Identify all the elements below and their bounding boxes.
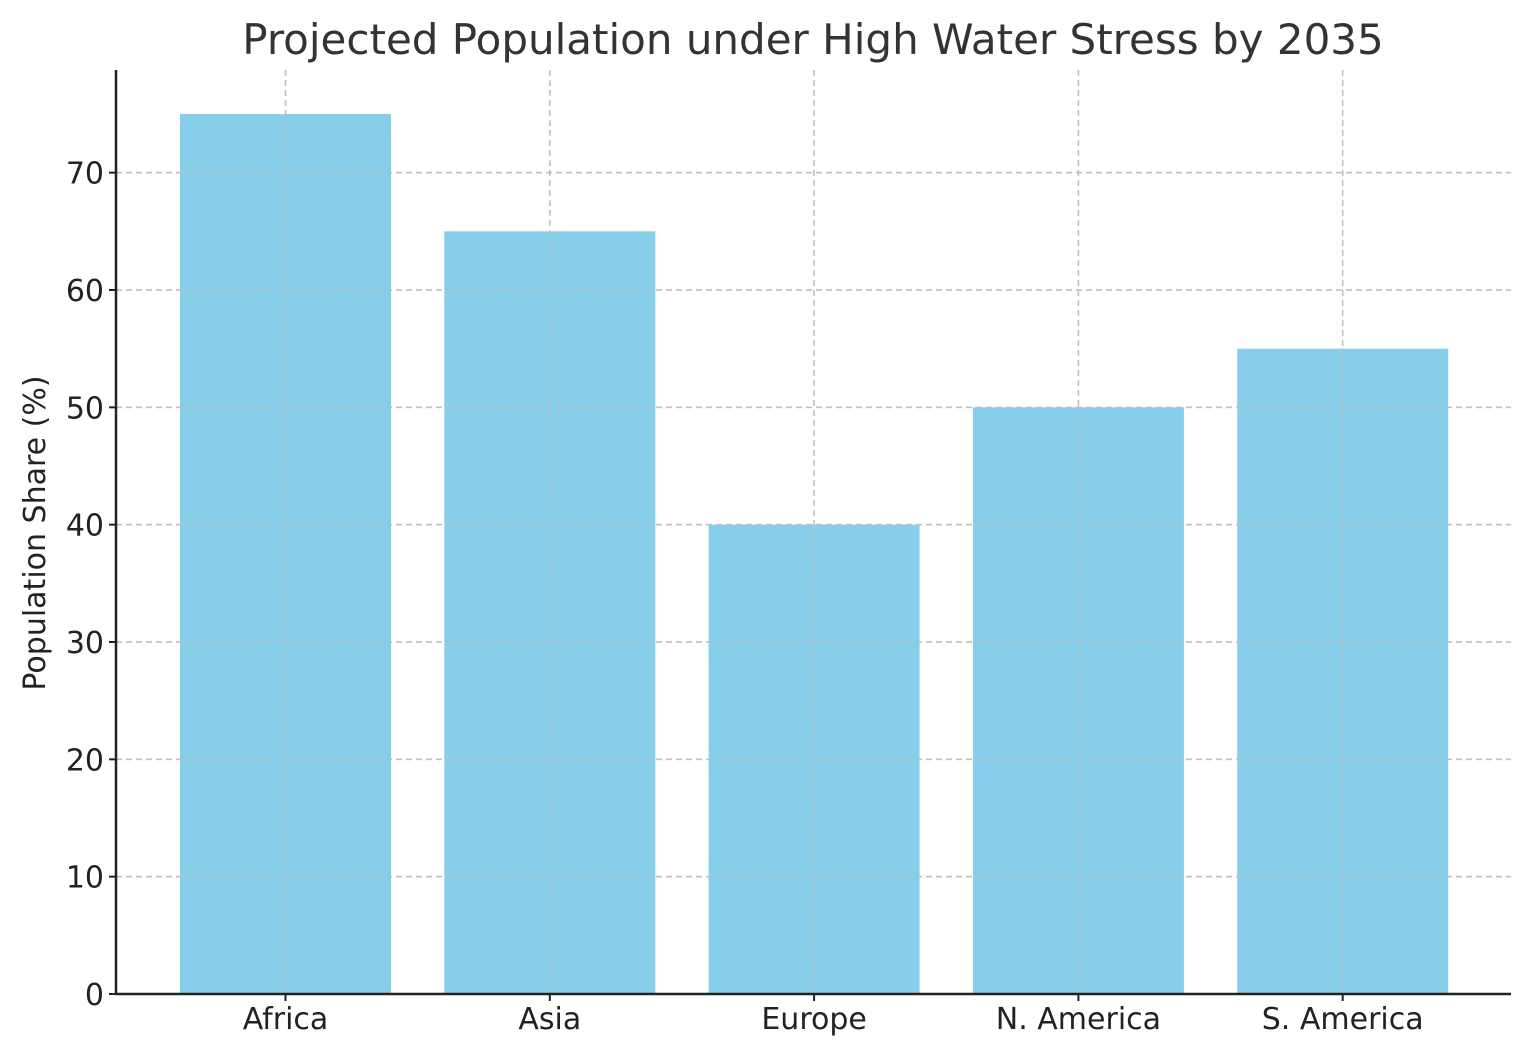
chart-title: Projected Population under High Water St… bbox=[242, 15, 1384, 64]
x-tick-label: N. America bbox=[996, 1002, 1161, 1037]
y-tick-label: 20 bbox=[66, 743, 104, 778]
y-axis-label: Population Share (%) bbox=[18, 375, 53, 690]
y-tick-label: 0 bbox=[85, 978, 104, 1013]
x-tick-label: S. America bbox=[1262, 1002, 1424, 1037]
y-ticks: 0 10 20 30 40 50 60 70 bbox=[66, 157, 116, 1013]
y-tick-label: 30 bbox=[66, 626, 104, 661]
x-tick-label: Asia bbox=[518, 1002, 581, 1037]
bars bbox=[116, 70, 1511, 995]
x-ticks: Africa Asia Europe N. America S. America bbox=[243, 994, 1424, 1037]
y-tick-label: 40 bbox=[66, 509, 104, 544]
y-tick-label: 10 bbox=[66, 861, 104, 896]
y-tick-label: 60 bbox=[66, 274, 104, 309]
x-tick-label: Africa bbox=[243, 1002, 329, 1037]
y-tick-label: 50 bbox=[66, 391, 104, 426]
grid-overlay bbox=[116, 70, 1511, 994]
axes bbox=[114, 70, 1511, 996]
y-tick-label: 70 bbox=[66, 157, 104, 192]
x-tick-label: Europe bbox=[761, 1002, 867, 1037]
